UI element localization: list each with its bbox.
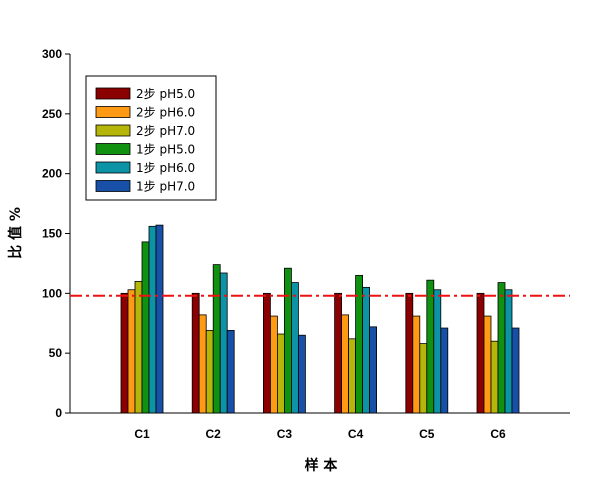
legend-label: 1步 pH5.0	[136, 143, 195, 157]
legend-swatch	[95, 161, 131, 174]
legend-label: 1步 pH7.0	[136, 180, 195, 194]
bar-C5-3	[426, 279, 435, 414]
x-tick-label: C5	[419, 427, 435, 441]
legend-swatch	[95, 106, 131, 118]
bar-C1-2	[134, 280, 143, 414]
legend-swatch	[95, 124, 131, 137]
y-tick-label: 50	[49, 346, 63, 360]
y-tick-label: 100	[42, 286, 62, 300]
bar-C1-3	[141, 241, 150, 414]
bar-C2-2	[205, 330, 214, 414]
bar-C6-5	[511, 327, 520, 414]
y-axis-title: 比 值 %	[7, 207, 24, 259]
x-tick-label: C2	[206, 427, 222, 441]
y-tick-label: 200	[42, 167, 62, 181]
y-tick-label: 300	[42, 47, 62, 61]
bar-C3-5	[297, 334, 306, 414]
legend-swatch	[95, 87, 131, 100]
bar-C6-2	[490, 340, 499, 414]
bar-C2-5	[226, 330, 235, 414]
plot-area: 0 50 100 150 200 250 300 C1 C2 C3 C4 C5 C6	[42, 47, 570, 441]
bar-C4-0	[334, 292, 343, 414]
bar-C4-2	[348, 338, 357, 414]
y-tick-label: 0	[55, 406, 62, 420]
bar-C2-4	[219, 272, 228, 414]
bar-C6-0	[476, 292, 485, 414]
x-tick-label: C6	[490, 427, 506, 441]
legend-label: 2步 pH6.0	[136, 106, 195, 120]
bar-C5-4	[433, 289, 442, 414]
bar-C5-0	[405, 292, 414, 414]
x-axis-title: 样 本	[305, 457, 339, 474]
x-tick-label: C4	[348, 427, 364, 441]
bar-C2-3	[212, 264, 221, 414]
bar-C1-4	[148, 225, 157, 414]
bar-C3-0	[262, 292, 271, 414]
bar-C5-5	[440, 327, 449, 414]
bar-C1-1	[127, 289, 136, 414]
bar-C4-4	[362, 286, 371, 414]
legend-label: 2步 pH7.0	[136, 124, 195, 138]
bar-C1-5	[155, 224, 164, 414]
bar-C5-2	[419, 343, 428, 414]
bar-C6-1	[483, 315, 492, 414]
bar-C2-0	[191, 292, 200, 414]
x-tick-label: C3	[277, 427, 293, 441]
x-tick-label: C1	[134, 427, 150, 441]
bar-C3-4	[290, 282, 299, 414]
legend-label: 1步 pH6.0	[136, 161, 195, 175]
y-tick-label: 250	[42, 107, 62, 121]
bar-C3-2	[276, 333, 285, 414]
bar-C1-0	[120, 292, 129, 414]
bar-C3-1	[269, 315, 278, 414]
bar-C6-4	[504, 289, 513, 414]
bar-C4-5	[369, 326, 378, 414]
bar-C3-3	[283, 267, 292, 414]
legend-swatch	[95, 143, 131, 155]
bar-C2-1	[198, 314, 207, 414]
bar-C4-1	[341, 314, 350, 414]
legend: 2步 pH5.0 2步 pH6.0 2步 pH7.0 1步 pH5.0 1步 pH6.0…	[85, 75, 217, 201]
legend-label: 2步 pH5.0	[136, 87, 195, 101]
bar-C6-3	[497, 282, 506, 414]
legend-swatch	[95, 180, 131, 192]
bar-C5-1	[412, 315, 421, 414]
y-tick-label: 150	[42, 227, 62, 241]
